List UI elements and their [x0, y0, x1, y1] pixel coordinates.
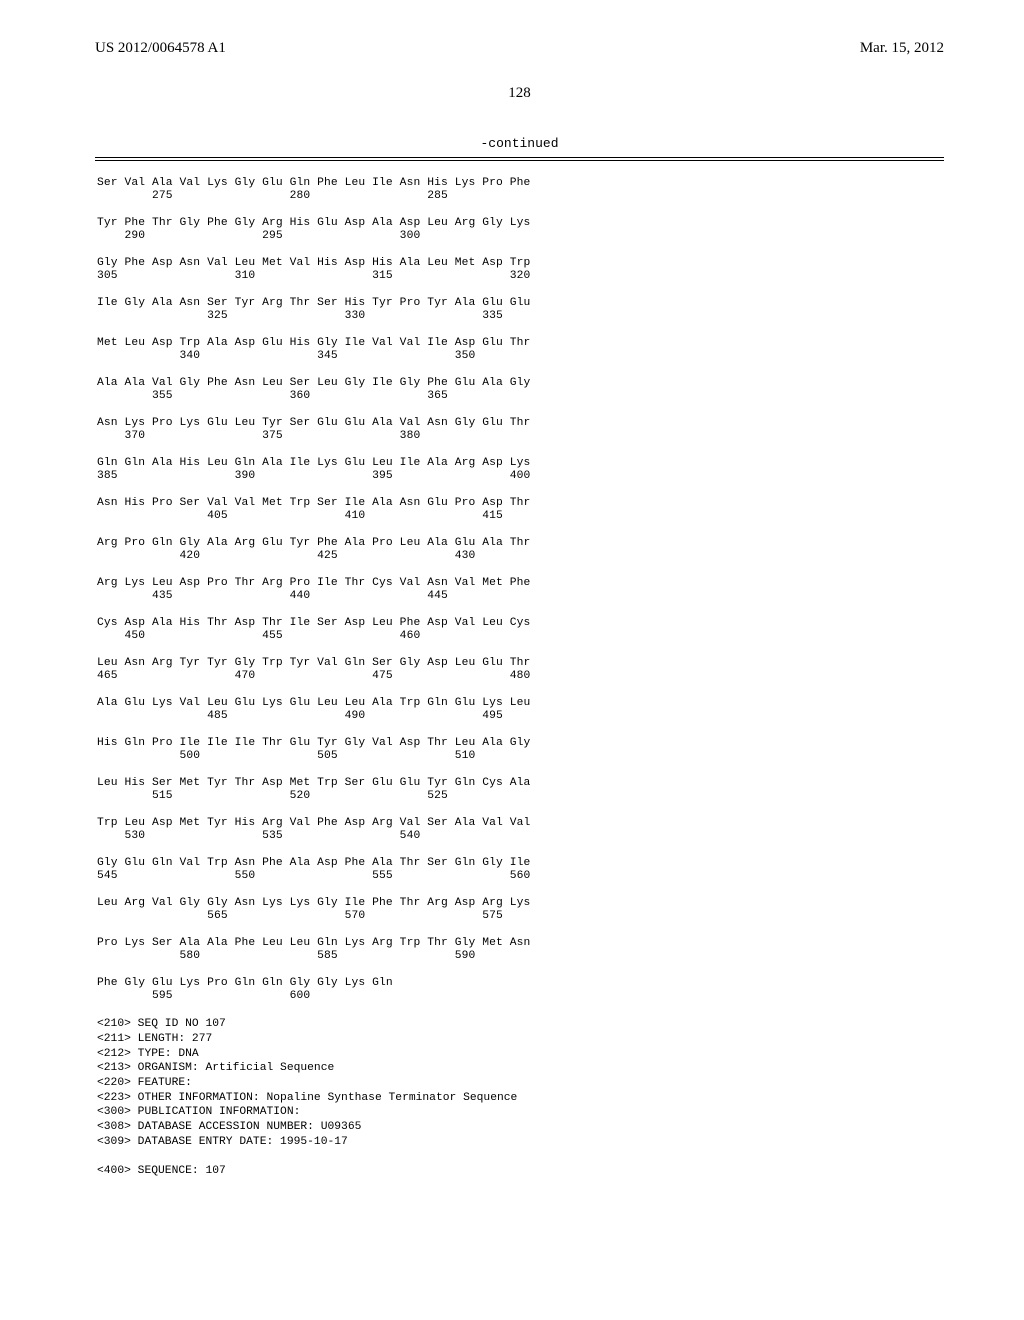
continued-label: -continued: [95, 136, 944, 151]
page: US 2012/0064578 A1 Mar. 15, 2012 128 -co…: [0, 0, 1024, 1320]
publication-number: US 2012/0064578 A1: [95, 40, 226, 57]
top-rule: [95, 157, 944, 158]
running-header: US 2012/0064578 A1 Mar. 15, 2012: [95, 40, 944, 57]
sequence-metadata: <210> SEQ ID NO 107 <211> LENGTH: 277 <2…: [97, 1017, 944, 1178]
top-rule-double: [95, 160, 944, 161]
protein-sequence-listing: Ser Val Ala Val Lys Gly Glu Gln Phe Leu …: [97, 177, 944, 1003]
page-number: 128: [95, 85, 944, 102]
publication-date: Mar. 15, 2012: [860, 40, 944, 57]
